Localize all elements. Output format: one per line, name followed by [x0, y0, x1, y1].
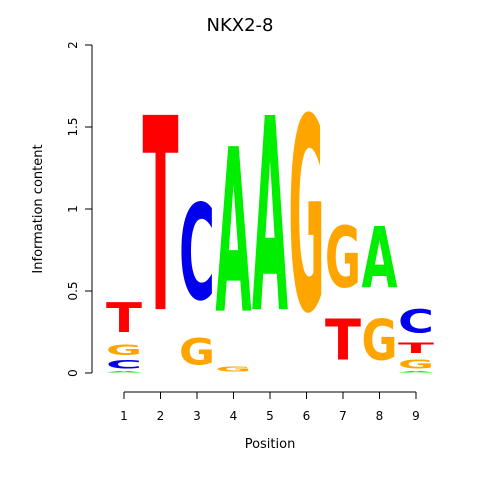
- x-tick-label: 6: [303, 409, 311, 423]
- y-tick-label: 1.5: [66, 117, 80, 136]
- logo-letter-g: G: [179, 331, 215, 373]
- y-axis-title: Information content: [31, 144, 46, 273]
- x-tick-label: 3: [193, 409, 201, 423]
- x-axis-title: Position: [245, 437, 296, 452]
- logo-letter-t: T: [398, 341, 435, 357]
- logo-letter-a: A: [106, 371, 143, 373]
- logo-letter-a: A: [398, 371, 435, 373]
- logo-letter-c: C: [179, 178, 215, 330]
- logo-letter-g: G: [362, 307, 398, 373]
- y-tick-label: 1: [66, 205, 80, 213]
- y-tick-label: 2: [66, 41, 80, 49]
- logo-letter-t: T: [143, 64, 179, 373]
- y-axis: 0 0.5 1 1.5 2: [66, 41, 93, 377]
- y-tick-label: 0.5: [66, 281, 80, 300]
- x-tick-label: 9: [412, 409, 420, 423]
- x-axis: 1 2 3 4 5 6 7 8 9: [120, 391, 420, 423]
- logo-letter-g: G: [106, 342, 142, 358]
- x-tick-label: 4: [230, 409, 238, 423]
- logo-letter-a: A: [216, 103, 252, 365]
- x-tick-label: 1: [120, 409, 128, 423]
- chart-title: NKX2-8: [207, 15, 274, 36]
- logo-letter-t: T: [106, 295, 142, 342]
- y-tick-label: 0: [66, 369, 80, 377]
- logo-letter-g: G: [216, 365, 252, 373]
- x-tick-label: 2: [157, 409, 165, 423]
- x-tick-label: 7: [339, 409, 347, 423]
- logo-letter-t: T: [325, 307, 361, 373]
- logo-letter-g: G: [325, 209, 361, 307]
- logo-letter-c: C: [106, 359, 142, 372]
- x-tick-label: 8: [376, 409, 384, 423]
- logo-letter-c: C: [398, 302, 434, 340]
- logo-letter-g: G: [398, 357, 434, 372]
- x-tick-label: 5: [266, 409, 274, 423]
- logo-letter-a: A: [362, 210, 398, 308]
- logo-letter-a: A: [252, 64, 288, 373]
- logo-letter-g: G: [289, 63, 325, 373]
